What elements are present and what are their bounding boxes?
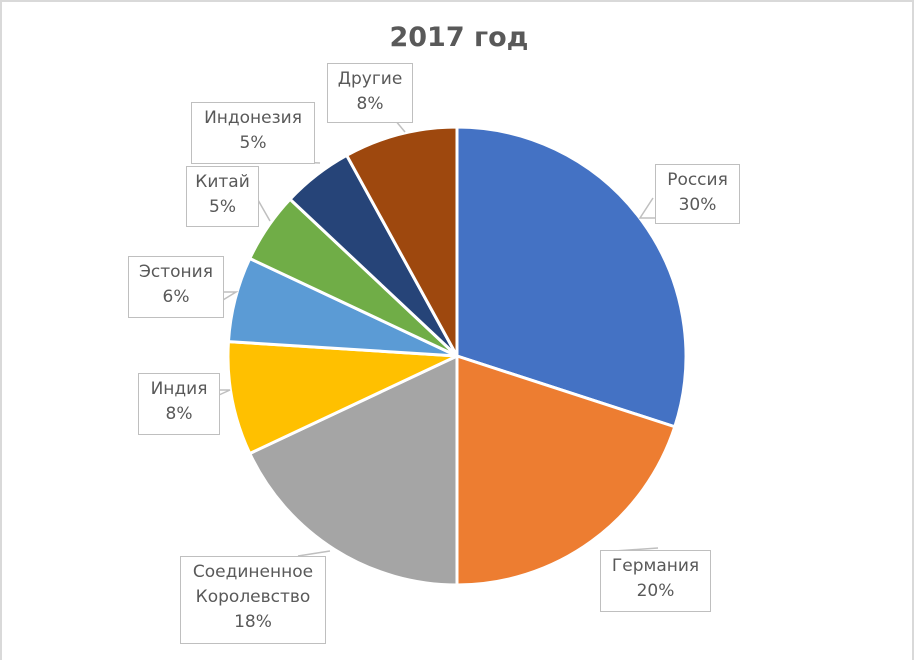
data-label-china: Китай 5%: [186, 166, 259, 227]
label-value: 6%: [162, 287, 190, 307]
label-name: Германия: [611, 556, 700, 576]
label-value: 18%: [234, 612, 272, 632]
data-label-uk: Соединенное Королевство 18%: [180, 556, 326, 644]
pie-slice-7: [345, 125, 459, 358]
leader-russia: [638, 197, 658, 219]
label-name: Индия: [150, 379, 208, 399]
data-label-russia: Россия 30%: [655, 164, 740, 224]
data-label-estonia: Эстония 6%: [128, 256, 224, 318]
label-value: 8%: [165, 404, 193, 424]
leader-india: [218, 389, 231, 396]
label-name: Китай: [195, 172, 250, 192]
label-name: Индонезия: [204, 108, 302, 128]
data-label-indonesia: Индонезия 5%: [191, 102, 315, 164]
pie-slice-2: [248, 354, 459, 587]
label-value: 30%: [678, 195, 717, 215]
leader-uk: [297, 550, 331, 557]
label-name-line1: Соединенное: [192, 562, 314, 582]
label-value: 8%: [356, 94, 384, 114]
label-name: Эстония: [139, 262, 213, 282]
data-label-other: Другие 8%: [327, 63, 413, 123]
leader-estonia: [222, 291, 239, 301]
label-value: 5%: [239, 133, 267, 153]
chart-title: 2017 год: [389, 22, 529, 53]
data-label-india: Индия 8%: [138, 373, 220, 435]
leader-china: [257, 199, 271, 222]
label-value: 5%: [209, 197, 236, 217]
pie-slice-0: [455, 125, 688, 429]
label-name-line2: Королевство: [195, 587, 311, 607]
pie-slice-3: [226, 340, 459, 455]
pie-slice-1: [455, 354, 677, 587]
label-name: Россия: [667, 170, 728, 190]
data-label-germany: Германия 20%: [600, 550, 711, 612]
label-name: Другие: [337, 69, 403, 89]
label-value: 20%: [636, 581, 675, 601]
pie-slices: [226, 125, 688, 587]
